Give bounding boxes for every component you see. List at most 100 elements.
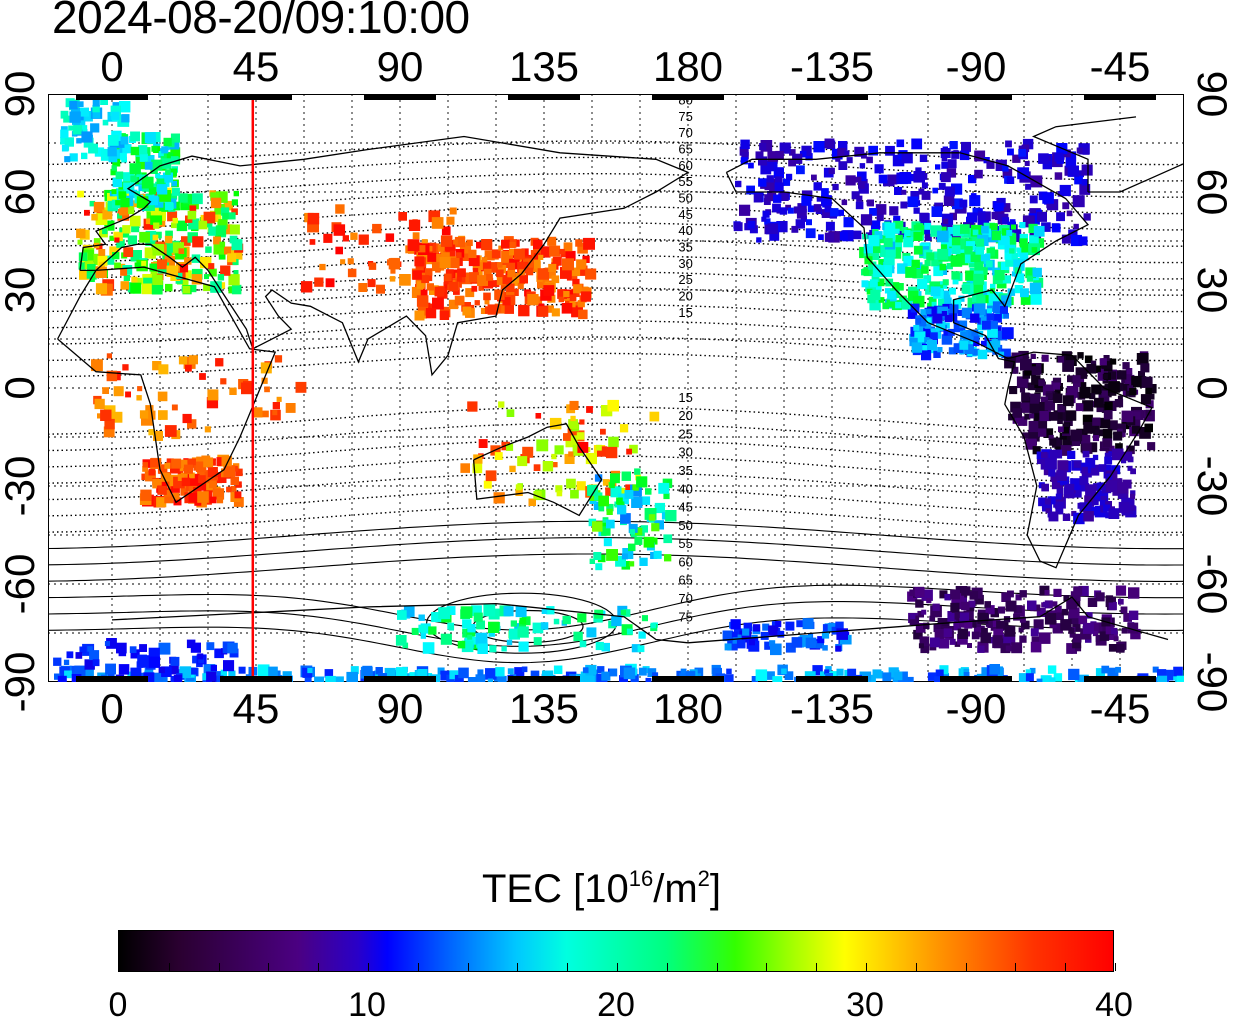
tec-cell xyxy=(517,282,524,289)
tec-cell xyxy=(665,510,677,522)
tec-cell xyxy=(197,491,209,503)
tec-cell xyxy=(1073,460,1081,468)
tec-cell xyxy=(198,475,206,483)
top-tick-bar xyxy=(364,94,436,100)
tec-cell xyxy=(173,674,183,684)
colorbar-tick xyxy=(119,963,120,971)
tec-cell xyxy=(408,219,421,231)
tec-cell xyxy=(139,644,147,652)
tec-cell xyxy=(522,446,534,458)
tec-cell xyxy=(191,274,203,285)
tec-cell xyxy=(462,619,472,629)
tec-cell xyxy=(150,213,163,225)
tec-cell xyxy=(122,144,132,154)
tec-cell xyxy=(925,317,932,324)
tec-cell xyxy=(654,502,665,514)
tec-cell xyxy=(777,630,785,638)
tec-cell xyxy=(414,310,425,321)
tec-cell xyxy=(111,189,117,195)
tec-cell xyxy=(544,267,556,279)
tec-cell xyxy=(959,341,969,350)
tec-cell xyxy=(164,255,175,267)
tec-cell xyxy=(1038,153,1049,164)
tec-cell xyxy=(111,411,123,423)
tec-cell xyxy=(555,485,563,493)
tec-cell xyxy=(921,182,928,189)
tec-cell xyxy=(1115,443,1123,451)
tec-cell xyxy=(651,523,660,532)
tec-cell xyxy=(107,147,117,157)
tec-cell xyxy=(171,187,180,196)
tec-cell xyxy=(916,325,924,332)
tec-cell xyxy=(347,258,354,265)
tec-cell xyxy=(532,622,544,634)
tec-cell xyxy=(231,248,243,260)
tec-cell xyxy=(1104,456,1113,465)
tec-cell xyxy=(1068,668,1080,681)
tec-cell xyxy=(453,288,460,295)
tec-cell xyxy=(932,187,939,194)
tec-cell xyxy=(939,665,949,675)
tec-cell xyxy=(601,526,611,536)
tec-cell xyxy=(1040,396,1048,404)
tec-cell xyxy=(1048,469,1056,477)
tec-cell xyxy=(127,235,137,245)
tec-cell xyxy=(120,136,129,145)
tec-cell xyxy=(1077,502,1084,509)
tec-cell xyxy=(161,666,172,677)
tec-cell xyxy=(217,274,225,281)
tec-cell xyxy=(509,248,516,256)
tec-cell xyxy=(412,270,422,280)
tec-cell xyxy=(1095,592,1105,602)
tec-cell xyxy=(91,359,103,372)
tec-cell xyxy=(1084,355,1093,364)
tec-cell xyxy=(764,194,771,201)
tec-cell xyxy=(372,223,382,234)
tec-cell xyxy=(1081,164,1093,176)
tec-cell xyxy=(431,612,442,623)
tec-cell xyxy=(1121,627,1128,634)
tec-cell xyxy=(854,146,865,157)
tec-cell xyxy=(1038,428,1047,437)
tec-cell xyxy=(1038,497,1047,507)
tec-cell xyxy=(1004,356,1016,369)
tec-cell xyxy=(601,671,611,681)
tec-cell xyxy=(860,214,873,226)
tec-cell xyxy=(830,208,839,217)
tec-cell xyxy=(1018,149,1026,157)
tec-cell xyxy=(475,674,486,685)
tec-cell xyxy=(968,174,977,184)
tec-cell xyxy=(215,472,227,483)
tec-cell xyxy=(874,164,884,174)
tec-cell xyxy=(915,623,926,633)
tec-cell xyxy=(1039,632,1051,644)
tec-cell xyxy=(189,472,195,479)
tec-cell xyxy=(164,235,173,244)
tec-cell xyxy=(102,387,109,394)
tec-cell xyxy=(1027,382,1036,391)
tec-cell xyxy=(910,613,916,620)
tec-cell xyxy=(467,677,478,687)
tec-cell xyxy=(767,223,779,234)
tec-cell xyxy=(1104,464,1112,473)
tec-cell xyxy=(606,508,613,515)
tec-cell xyxy=(838,231,848,241)
tec-cell xyxy=(644,508,657,520)
tec-cell xyxy=(577,300,585,308)
tec-cell xyxy=(856,195,863,202)
tec-cell xyxy=(1105,480,1118,493)
tec-cell xyxy=(828,167,835,175)
tec-cell xyxy=(779,207,788,215)
tec-cell xyxy=(952,198,963,210)
tec-cell xyxy=(517,626,529,638)
tec-cell xyxy=(209,480,217,488)
tec-cell xyxy=(959,617,969,628)
tec-cell xyxy=(733,222,743,232)
colorbar-label: 10 xyxy=(348,986,386,1024)
tec-cell xyxy=(170,133,180,143)
tec-cell xyxy=(1141,376,1153,388)
tec-cell xyxy=(1121,410,1134,423)
coastline xyxy=(79,135,690,377)
top-tick-bar xyxy=(76,94,148,100)
tec-cell xyxy=(206,671,217,682)
